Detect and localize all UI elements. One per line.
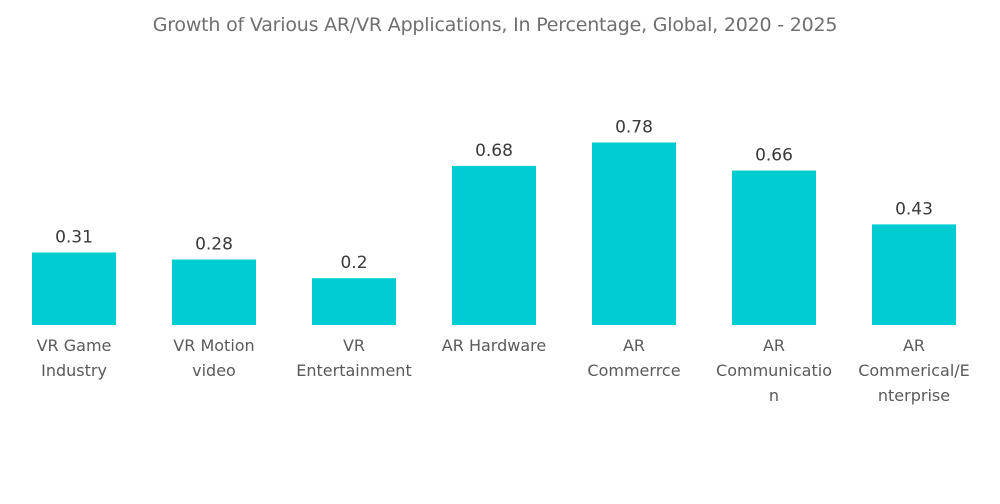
category-label-2-line-1: Entertainment xyxy=(296,361,411,380)
bar-3 xyxy=(452,165,536,325)
category-label-5-line-1: Communicatio xyxy=(716,361,832,380)
value-label-4: 0.78 xyxy=(615,117,653,137)
category-label-4-line-1: Commerrce xyxy=(587,361,680,380)
value-label-1: 0.28 xyxy=(195,234,233,254)
bar-5 xyxy=(732,170,816,325)
value-label-5: 0.66 xyxy=(755,146,793,166)
category-label-0-line-1: Industry xyxy=(41,361,107,380)
category-label-6-line-2: nterprise xyxy=(878,386,950,405)
value-label-3: 0.68 xyxy=(475,141,513,161)
category-label-0-line-0: VR Game xyxy=(37,336,112,355)
bar-0 xyxy=(32,252,116,325)
category-label-1-line-1: video xyxy=(192,361,236,380)
bar-1 xyxy=(172,259,256,325)
chart-title: Growth of Various AR/VR Applications, In… xyxy=(152,14,838,36)
bar-4 xyxy=(592,142,676,325)
category-label-3-line-0: AR Hardware xyxy=(442,336,546,355)
value-label-0: 0.31 xyxy=(55,227,93,247)
category-label-1-line-0: VR Motion xyxy=(173,336,254,355)
category-label-4-line-0: AR xyxy=(623,336,645,355)
bar-2 xyxy=(312,278,396,325)
category-label-5-line-2: n xyxy=(769,386,779,405)
category-label-2-line-0: VR xyxy=(343,336,365,355)
value-label-6: 0.43 xyxy=(895,199,933,219)
category-label-6-line-0: AR xyxy=(903,336,925,355)
value-label-2: 0.2 xyxy=(340,253,367,273)
category-label-6-line-1: Commerical/E xyxy=(858,361,970,380)
category-label-5-line-0: AR xyxy=(763,336,785,355)
bar-6 xyxy=(872,224,956,325)
